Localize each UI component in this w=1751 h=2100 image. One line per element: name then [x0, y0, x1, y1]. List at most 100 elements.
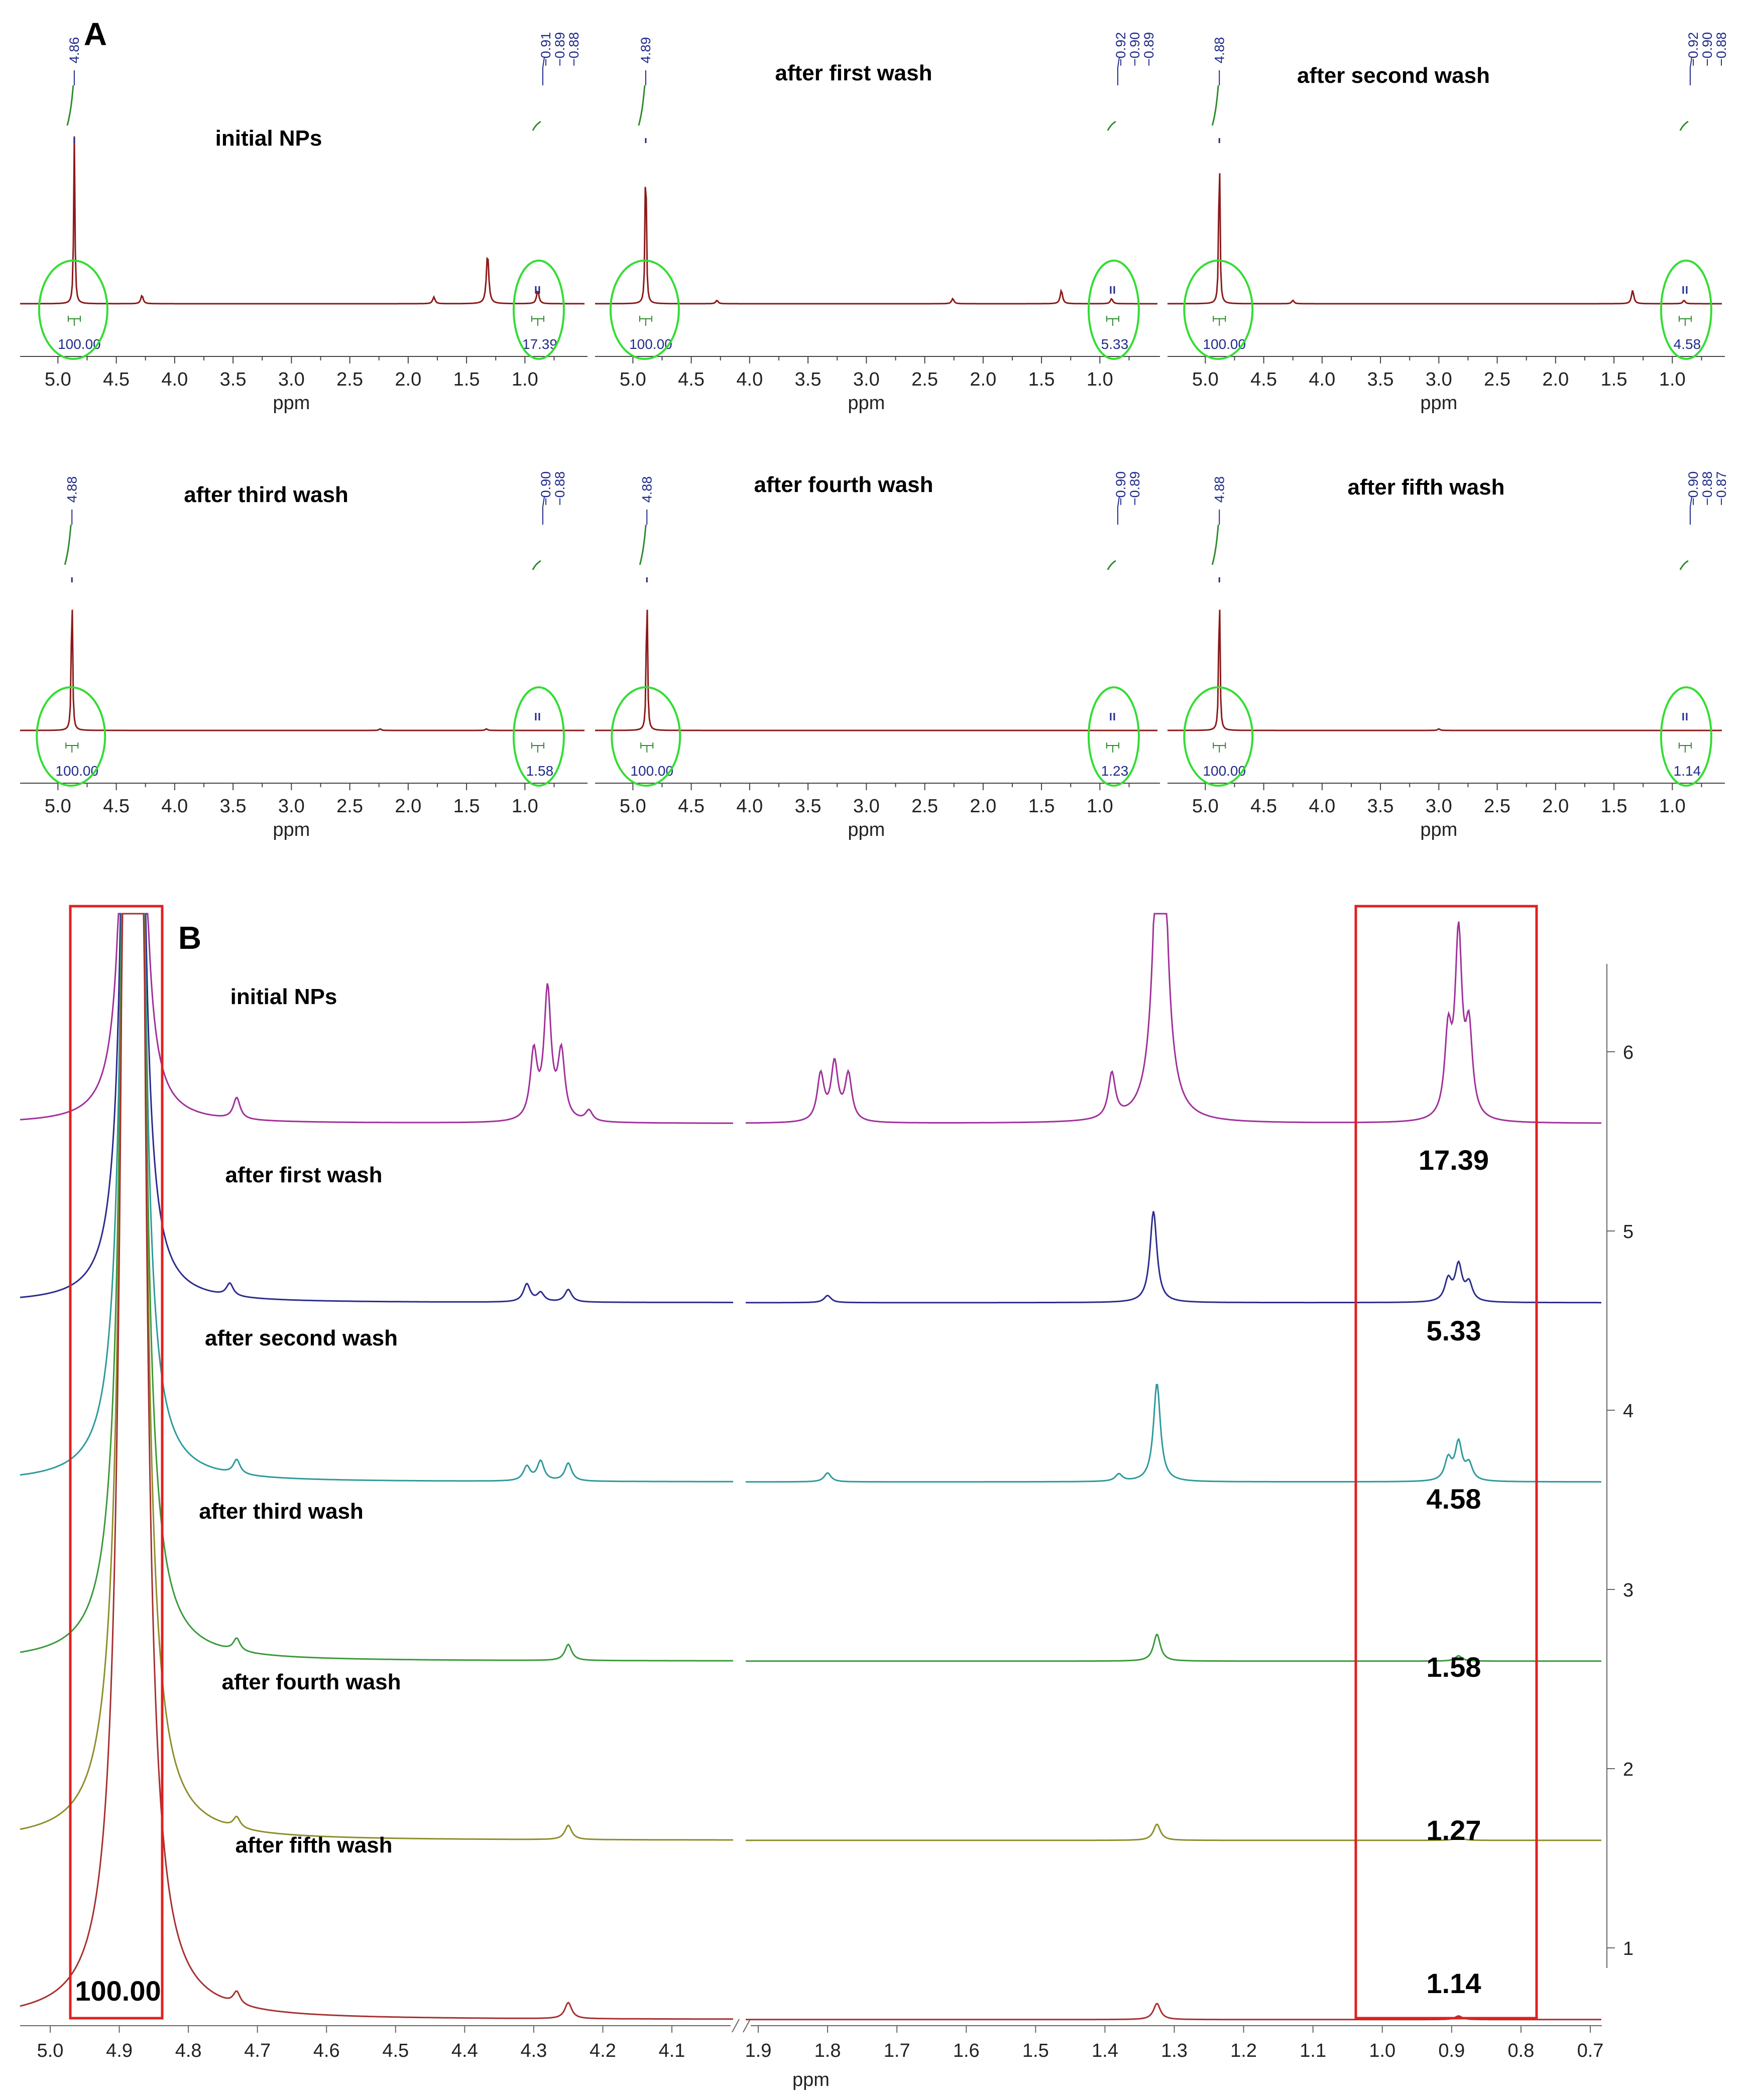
peak-shift-label: −0.87 [1714, 471, 1729, 506]
x-tick-label: 2.0 [970, 796, 996, 817]
x-tick-label: 4.8 [175, 2040, 202, 2061]
x-tick-label: 4.0 [736, 796, 763, 817]
x-tick-label: 4.0 [1309, 796, 1335, 817]
peak-shift-label: 4.88 [639, 476, 654, 503]
x-tick-label: 5.0 [620, 369, 646, 390]
stacked-spectrum-4: after third wash 1.58 [20, 913, 1601, 1683]
x-tick-label: 5.0 [45, 369, 71, 390]
panel-a-letter: A [84, 16, 107, 52]
x-tick-label: 2.5 [336, 796, 363, 817]
x-tick-label: 2.0 [395, 796, 421, 817]
y-tick-label: 4 [1623, 1401, 1633, 1422]
highlight-ellipse [1087, 260, 1140, 360]
spectrum-line-left [20, 913, 733, 1841]
x-tick-label: 5.0 [1192, 369, 1219, 390]
integral-curve [1107, 560, 1116, 570]
x-tick-label: 1.8 [814, 2040, 841, 2061]
x-tick-label: 4.0 [736, 369, 763, 390]
x-tick-label: 1.0 [512, 796, 538, 817]
x-tick-label: 3.5 [795, 369, 822, 390]
spectrum-line-left [20, 913, 733, 1662]
x-axis-label: ppm [1420, 819, 1457, 840]
highlight-ellipse [1183, 686, 1254, 787]
x-tick-label: 1.5 [453, 796, 480, 817]
peak-shift-label: −0.88 [566, 32, 581, 66]
integral-value: 4.58 [1427, 1483, 1481, 1515]
y-tick-label: 6 [1623, 1042, 1633, 1063]
peak-shift-label: −0.90 [1113, 471, 1128, 506]
x-tick-label: 3.0 [853, 796, 880, 817]
x-tick-label: 4.5 [103, 369, 130, 390]
integral-bracket [1678, 316, 1692, 326]
x-tick-label: 1.4 [1092, 2040, 1118, 2061]
x-tick-label: 1.7 [884, 2040, 910, 2061]
integral-value: 1.14 [1427, 1967, 1481, 1999]
integral-bracket [639, 316, 652, 326]
x-tick-label: 3.5 [795, 796, 822, 817]
integral-curve [638, 85, 646, 126]
integral-bracket [1213, 316, 1226, 326]
spectrum-panel-2: after first wash 5.0 4.5 4.0 3.5 3.0 2.5 2.0 1.5… [595, 32, 1160, 414]
x-tick-label: 4.5 [1250, 796, 1277, 817]
integral-bracket [1106, 316, 1119, 326]
peak-shift-label: −0.89 [1127, 471, 1142, 506]
spectrum-title: after third wash [184, 482, 348, 507]
integral-value: 1.58 [526, 763, 554, 779]
integral-curve [1211, 524, 1219, 565]
x-tick-label: 3.5 [220, 369, 247, 390]
integral-bracket [67, 316, 81, 326]
highlight-ellipse [609, 260, 680, 360]
x-tick-label: 3.0 [278, 796, 305, 817]
y-tick-label: 1 [1623, 1938, 1633, 1959]
highlight-ellipse [36, 686, 106, 787]
peak-shift-label: 4.86 [67, 37, 82, 64]
x-tick-label: 3.0 [853, 369, 880, 390]
panel-b-letter: B [178, 920, 201, 956]
spectrum-title: after second wash [1297, 63, 1490, 88]
spectrum-line-right [746, 1211, 1601, 1304]
integral-curve [1679, 120, 1689, 131]
x-tick-label: 3.0 [1426, 369, 1452, 390]
stacked-spectrum-1: initial NPs 17.39 [20, 913, 1601, 1176]
reference-integral-value: 100.00 [75, 1975, 161, 2007]
peak-shift-label: 4.88 [1212, 476, 1227, 503]
spectrum-line [20, 136, 585, 305]
x-tick-label: 1.5 [1028, 369, 1055, 390]
x-tick-label: 4.5 [382, 2040, 409, 2061]
integral-value: 1.58 [1427, 1651, 1481, 1683]
highlight-ellipse [1660, 686, 1712, 787]
x-tick-label: 1.0 [512, 369, 538, 390]
integral-curve [639, 524, 647, 565]
x-tick-label: 5.0 [1192, 796, 1219, 817]
peak-shift-label: 4.88 [1212, 37, 1227, 64]
x-tick-label: 4.1 [659, 2040, 685, 2061]
spectrum-panel-1: initial NPs 5.0 4.5 4.0 3.5 3.0 2.5 2.0 1.5 1.0 pp… [20, 32, 588, 414]
highlight-ellipse [512, 686, 565, 787]
x-tick-label: 4.3 [520, 2040, 547, 2061]
x-axis-label: ppm [273, 393, 310, 414]
spectrum-line-right [746, 913, 1601, 1124]
series-label: initial NPs [230, 984, 337, 1009]
x-tick-label: 1.0 [1659, 796, 1686, 817]
x-tick-label: 4.5 [678, 796, 705, 817]
x-tick-label: 0.9 [1438, 2040, 1465, 2061]
integral-value: 1.23 [1101, 763, 1129, 779]
x-tick-label: 4.4 [451, 2040, 478, 2061]
x-tick-label: 4.0 [1309, 369, 1335, 390]
peak-shift-label: −0.88 [552, 471, 567, 506]
spectrum-title: after fifth wash [1348, 475, 1505, 500]
x-tick-label: 1.5 [1601, 369, 1627, 390]
x-tick-label: 4.6 [313, 2040, 340, 2061]
stacked-spectrum-6: after fifth wash 1.14 [20, 913, 1601, 2021]
integral-value: 17.39 [522, 336, 557, 352]
x-tick-label: 1.0 [1369, 2040, 1395, 2061]
spectrum-panel-3: after second wash 5.0 4.5 4.0 3.5 3.0 2.5 2.0 1.… [1168, 32, 1729, 414]
integral-curve [1107, 120, 1116, 131]
x-tick-label: 1.5 [1022, 2040, 1049, 2061]
y-tick-label: 5 [1623, 1221, 1633, 1243]
x-tick-label: 3.0 [1426, 796, 1452, 817]
integral-bracket [640, 743, 654, 753]
integral-curve [1211, 85, 1219, 126]
spectrum-panel-6: after fifth wash 5.0 4.5 4.0 3.5 3.0 2.5 2.0 1.5… [1168, 471, 1729, 840]
y-tick-label: 3 [1623, 1580, 1633, 1601]
